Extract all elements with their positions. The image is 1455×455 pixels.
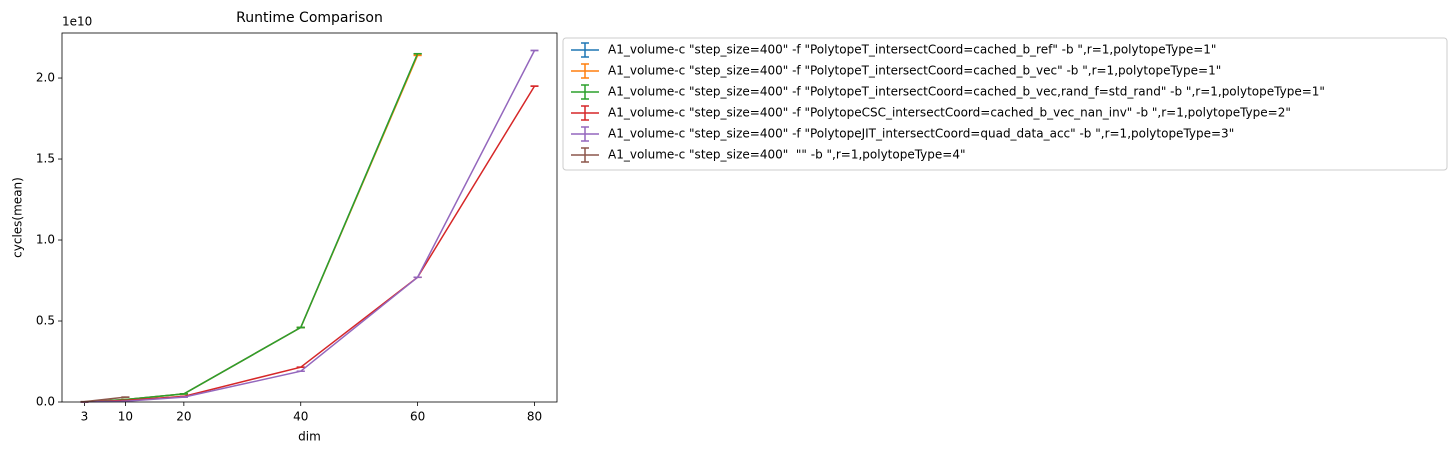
series-line — [84, 396, 126, 403]
legend-label: A1_volume-c "step_size=400" -f "Polytope… — [608, 106, 1291, 120]
legend-label: A1_volume-c "step_size=400" -f "Polytope… — [608, 64, 1221, 78]
legend-label: A1_volume-c "step_size=400" -f "Polytope… — [608, 43, 1216, 57]
series-line — [84, 85, 536, 403]
x-tick-label: 10 — [118, 410, 133, 424]
legend-label: A1_volume-c "step_size=400" -f "Polytope… — [608, 85, 1325, 99]
series-line — [84, 53, 419, 403]
y-tick-label: 0.0 — [36, 395, 55, 409]
x-tick-label: 20 — [176, 410, 191, 424]
series-line — [84, 55, 419, 403]
series-line — [84, 53, 419, 403]
y-tick-label: 0.5 — [36, 314, 55, 328]
x-tick-label: 3 — [81, 410, 89, 424]
x-tick-label: 80 — [527, 410, 542, 424]
series-line — [84, 50, 536, 403]
y-offset-label: 1e10 — [62, 15, 92, 29]
legend-label: A1_volume-c "step_size=400" "" -b ",r=1,… — [608, 148, 966, 162]
x-tick-label: 40 — [293, 410, 308, 424]
legend-label: A1_volume-c "step_size=400" -f "Polytope… — [608, 127, 1234, 141]
y-tick-label: 1.0 — [36, 233, 55, 247]
axes-frame — [61, 32, 558, 403]
legend-box — [562, 37, 1448, 171]
chart-title: Runtime Comparison — [236, 10, 383, 26]
y-axis-label: cycles(mean) — [11, 177, 25, 258]
y-tick-label: 1.5 — [36, 152, 55, 166]
x-tick-label: 60 — [410, 410, 425, 424]
y-tick-label: 2.0 — [36, 71, 55, 85]
x-axis-label: dim — [298, 430, 321, 444]
